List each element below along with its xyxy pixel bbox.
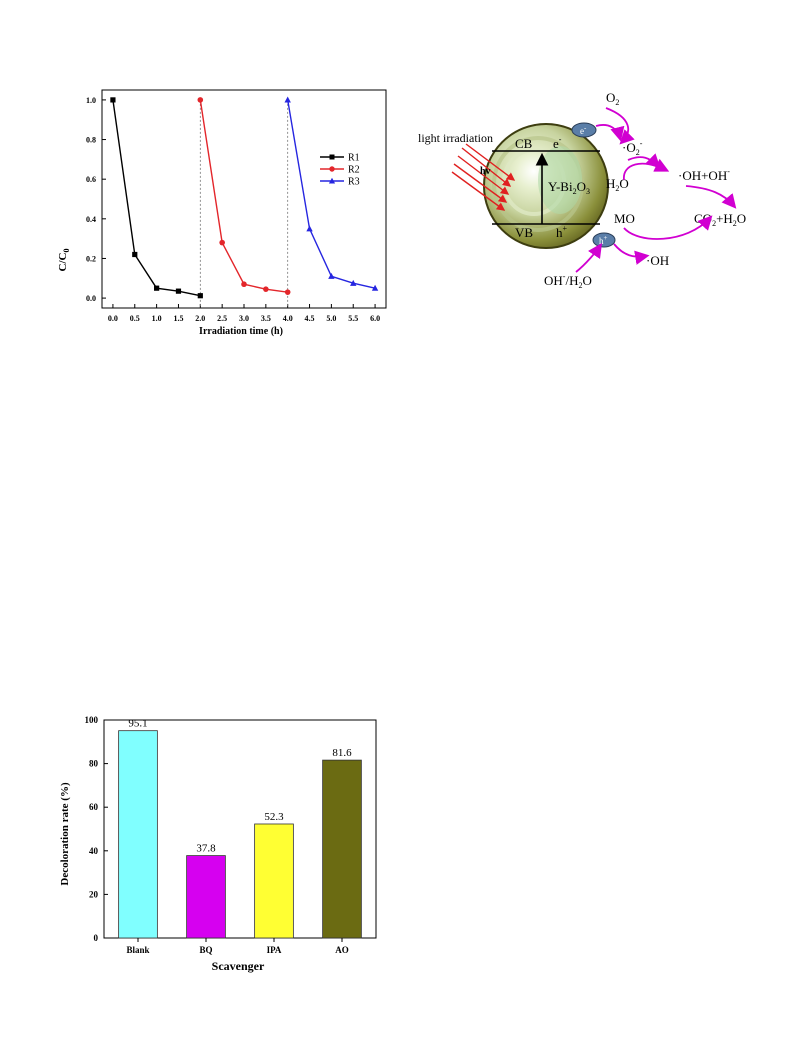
series-line-r3	[287, 99, 376, 289]
series-line-r1	[112, 99, 201, 297]
catalyst-sphere	[483, 123, 609, 249]
hole-bubble: h+	[592, 232, 616, 248]
electron-label: e-	[553, 135, 562, 151]
hv-label: hv	[480, 166, 491, 177]
x-tick-label: 5.5	[348, 314, 358, 323]
svg-text:e-: e-	[580, 124, 587, 136]
bar-value-label: 52.3	[264, 811, 284, 823]
legend-label: R3	[348, 177, 360, 188]
y-tick-label: 0.4	[86, 215, 96, 224]
bar-plot-area: 0 20 40 60 80 100 95.1 Blank 37.8 BQ 52.3 IPA 81.6 AO	[85, 715, 377, 955]
plot-frame	[101, 89, 387, 309]
data-point	[197, 293, 203, 299]
superoxide-label: ·O2-	[622, 139, 643, 157]
hole-label: h+	[556, 224, 568, 240]
cb-label: CB	[515, 136, 533, 151]
bar-value-label: 37.8	[196, 843, 216, 855]
category-label: AO	[335, 945, 349, 955]
plot-frame	[103, 719, 377, 939]
data-point	[219, 239, 225, 246]
water-label: H2O	[606, 176, 629, 193]
y-tick-label: 80	[89, 759, 99, 769]
x-tick-label: 5.0	[326, 314, 336, 323]
reactant-label: OH-/H2O	[544, 272, 592, 290]
data-point	[197, 97, 204, 103]
hydroxyl-label: ·OH	[646, 253, 669, 268]
data-point	[350, 279, 357, 286]
bar-bq	[186, 855, 226, 939]
mechanism-diagram-svg: CB VB e- h+ Y-Bi2O3 light irradiation hv…	[418, 90, 746, 290]
bar-value-label: 81.6	[332, 747, 352, 759]
hydroxyl-pair-label: ·OH+OH-	[678, 167, 730, 183]
legend-label: R1	[348, 153, 360, 164]
bar-value-label: 95.1	[128, 718, 147, 730]
material-label: Y-Bi2O3	[548, 179, 590, 196]
light-irradiation-label: light irradiation	[418, 131, 493, 145]
svg-text:h+: h+	[599, 234, 608, 246]
electron-bubble: e-	[571, 122, 597, 138]
cycle-line-chart-svg: 0.0 0.5 1.0 1.5 2.0 2.5 3.0 3.5 4.0 4.5 5.0 5.5 6.0 0…	[57, 89, 387, 337]
data-point	[241, 281, 247, 288]
bar-ipa	[254, 823, 294, 939]
vb-label: VB	[515, 225, 533, 240]
bar-blank	[118, 730, 158, 939]
data-point	[263, 286, 269, 292]
mo-label: MO	[614, 211, 635, 226]
data-point	[328, 272, 335, 279]
x-axis-label: Irradiation time (h)	[199, 326, 283, 337]
x-tick-label: 3.0	[239, 314, 249, 323]
data-point	[175, 288, 182, 294]
y-tick-label: 0.2	[86, 254, 96, 263]
y-tick-label: 1.0	[86, 96, 96, 105]
x-axis-label: Scavenger	[212, 959, 265, 973]
series-line-r2	[199, 99, 288, 293]
x-tick-label: 0.5	[130, 314, 140, 323]
x-tick-label: 0.0	[108, 314, 118, 323]
y-tick-label: 0.6	[86, 175, 96, 184]
data-point	[306, 225, 313, 232]
scavenger-bar-chart: 0 20 40 60 80 100 95.1 Blank 37.8 BQ 52.3 IPA 81.6 AO…	[52, 712, 392, 977]
category-label: BQ	[199, 945, 212, 955]
x-tick-label: 3.5	[261, 314, 271, 323]
x-tick-label: 1.0	[152, 314, 162, 323]
reaction-arrows	[575, 107, 737, 273]
category-label: IPA	[267, 945, 282, 955]
x-tick-label: 2.0	[195, 314, 205, 323]
y-tick-label: 40	[89, 846, 99, 856]
data-point	[154, 285, 160, 291]
y-tick-label: 0.0	[86, 294, 96, 303]
legend-marker	[329, 166, 335, 172]
legend-marker	[329, 154, 335, 160]
category-label: Blank	[126, 945, 149, 955]
y-tick-label: 100	[85, 715, 99, 725]
oxygen-label: O2	[606, 90, 619, 107]
y-axis-label: C/C0	[57, 249, 71, 272]
mechanism-diagram: CB VB e- h+ Y-Bi2O3 light irradiation hv…	[410, 84, 790, 299]
light-rays	[451, 143, 516, 211]
cycle-line-chart: 0.0 0.5 1.0 1.5 2.0 2.5 3.0 3.5 4.0 4.5 5.0 5.5 6.0 0…	[52, 84, 392, 344]
data-point	[132, 251, 138, 258]
legend-label: R2	[348, 165, 360, 176]
y-tick-label: 0.8	[86, 136, 96, 145]
legend-marker	[328, 177, 336, 184]
data-point	[284, 289, 291, 295]
y-axis-label: Decoloration rate (%)	[59, 782, 71, 886]
y-tick-label: 20	[89, 889, 99, 899]
x-tick-label: 4.5	[305, 314, 315, 323]
data-point	[110, 97, 116, 103]
scavenger-bar-chart-svg: 0 20 40 60 80 100 95.1 Blank 37.8 BQ 52.3 IPA 81.6 AO…	[59, 715, 377, 973]
x-tick-label: 2.5	[217, 314, 227, 323]
x-tick-label: 4.0	[283, 314, 293, 323]
bar-ao	[322, 759, 362, 939]
data-point	[371, 284, 379, 291]
y-tick-label: 60	[89, 802, 99, 812]
x-tick-label: 1.5	[173, 314, 183, 323]
x-tick-label: 6.0	[370, 314, 380, 323]
data-point	[284, 96, 291, 103]
y-tick-label: 0	[94, 933, 99, 943]
line-plot-area: 0.0 0.5 1.0 1.5 2.0 2.5 3.0 3.5 4.0 4.5 5.0 5.5 6.0 0…	[86, 89, 387, 323]
